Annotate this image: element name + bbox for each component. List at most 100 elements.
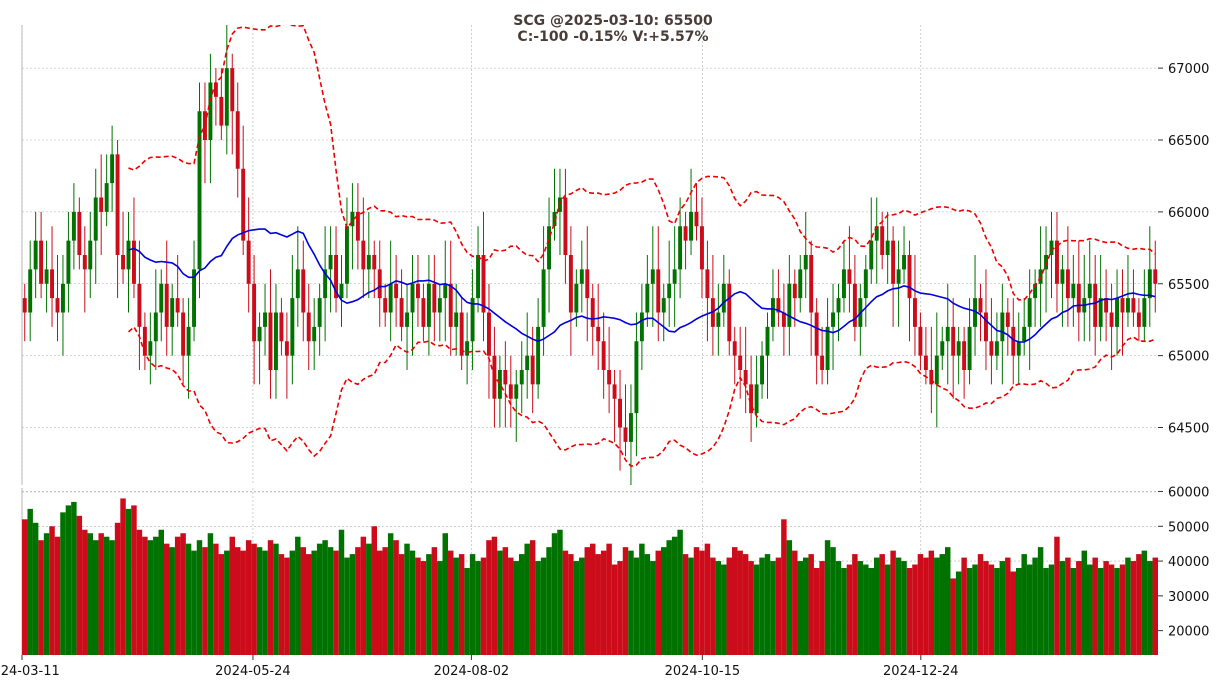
volume-bar [1114, 568, 1120, 655]
volume-bar [333, 550, 339, 655]
candle-body [88, 240, 93, 270]
volume-bar [568, 554, 574, 655]
candle-body [279, 312, 284, 342]
volume-bar [1092, 557, 1098, 655]
volume-bar [737, 550, 743, 655]
candle-body [983, 312, 988, 342]
volume-bar [901, 561, 907, 655]
candle-body [525, 355, 530, 370]
volume-bar [857, 561, 864, 655]
candle-body [99, 197, 104, 212]
volume-bar [267, 540, 274, 655]
price-tick-label: 65500 [1168, 278, 1209, 293]
volume-bar [874, 557, 880, 655]
volume-bar [726, 557, 732, 655]
candle-body [973, 298, 978, 327]
candle-body [295, 269, 300, 299]
candle-body [77, 211, 82, 255]
candle-body [361, 240, 366, 270]
candle-body [1076, 283, 1081, 313]
candle-body [224, 68, 229, 126]
volume-bar [93, 540, 99, 655]
volume-bar [677, 529, 683, 655]
candle-body [574, 283, 579, 313]
candle-body [667, 283, 672, 299]
volume-bar [245, 540, 252, 655]
volume-bar [1005, 557, 1011, 655]
candle-body [678, 226, 683, 270]
candle-body [579, 269, 584, 284]
volume-bar [835, 561, 842, 655]
volume-bar [682, 554, 689, 655]
volume-panel: 20000 30000 40000 50000 60000 [21, 485, 1209, 655]
volume-bar [191, 550, 197, 655]
volume-bar [1125, 557, 1131, 655]
price-tick-label: 66000 [1168, 206, 1209, 221]
candle-body [568, 255, 573, 313]
candle-body [776, 298, 781, 313]
candle-body [896, 269, 901, 284]
candle-body [661, 298, 666, 313]
date-tick-label: 2024-05-24 [215, 664, 291, 679]
candle-body [705, 269, 710, 299]
volume-bar [841, 568, 847, 655]
candle-body [181, 312, 186, 356]
candle-body [1131, 298, 1136, 313]
candle-body [530, 355, 535, 385]
volume-bar [316, 543, 323, 655]
volume-bar [278, 554, 285, 655]
volume-bar [972, 564, 978, 655]
volume-bar [409, 550, 416, 655]
candle-body [328, 255, 333, 270]
volume-bar [546, 547, 552, 655]
volume-bar [666, 540, 672, 655]
volume-bar [229, 536, 235, 655]
candle-body [33, 240, 38, 270]
volume-bar [431, 547, 438, 655]
volume-bar [1016, 568, 1022, 655]
candle-body [1027, 298, 1032, 327]
candle-body [481, 255, 486, 313]
candle-body [153, 312, 158, 342]
volume-bar [868, 568, 874, 655]
volume-bar [256, 547, 263, 655]
date-tick-label: 2024-12-24 [883, 664, 959, 679]
volume-bar [710, 557, 716, 655]
volume-bar [529, 540, 536, 655]
candle-body [142, 326, 147, 356]
candle-body [50, 269, 55, 299]
volume-bar [371, 526, 377, 655]
volume-tick-label: 50000 [1168, 520, 1209, 535]
price-tick-label: 65000 [1168, 350, 1209, 365]
candle-body [929, 370, 934, 385]
date-tick-label: 2024-10-15 [665, 664, 741, 679]
volume-bar [983, 561, 989, 655]
candle-body [448, 283, 453, 327]
volume-bar [994, 568, 1000, 655]
volume-tick-label: 20000 [1168, 625, 1209, 640]
price-panel: 64500 65000 65500 66000 66500 67000 [21, 25, 1209, 485]
volume-bar [928, 550, 935, 655]
candle-body [1071, 283, 1076, 299]
volume-bar [147, 540, 154, 655]
candle-body [754, 384, 759, 414]
volume-bar [1130, 561, 1137, 655]
volume-bar [480, 557, 487, 655]
volume-bar [398, 554, 405, 655]
candle-body [263, 312, 268, 327]
volume-bar [164, 543, 170, 655]
candle-body [301, 269, 306, 313]
volume-bar [813, 568, 820, 655]
volume-bar [38, 540, 44, 655]
candle-body [787, 283, 792, 327]
candle-body [628, 413, 633, 442]
volume-bar [573, 561, 580, 655]
volume-bar [1048, 564, 1055, 655]
candle-body [459, 312, 464, 356]
candle-body [607, 370, 612, 385]
candle-body [869, 240, 874, 270]
candle-body [519, 370, 524, 385]
volume-bar [98, 533, 104, 655]
volume-bar [639, 543, 645, 655]
candle-body [104, 183, 109, 212]
